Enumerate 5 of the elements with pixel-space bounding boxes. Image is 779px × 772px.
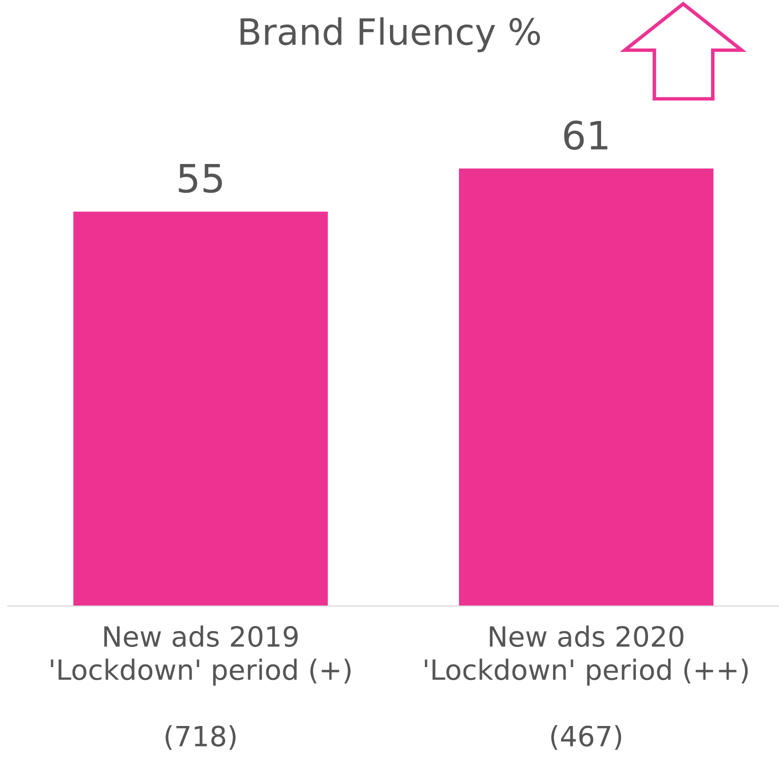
- data-label: 61: [564, 120, 608, 150]
- chart-title: Brand Fluency %: [240, 17, 540, 52]
- category-label: New ads 2019 'Lockdown' period (+) (718): [50, 625, 351, 750]
- data-label: 55: [178, 164, 222, 193]
- category-label: New ads 2020 'Lockdown' period (++) (467): [424, 625, 748, 750]
